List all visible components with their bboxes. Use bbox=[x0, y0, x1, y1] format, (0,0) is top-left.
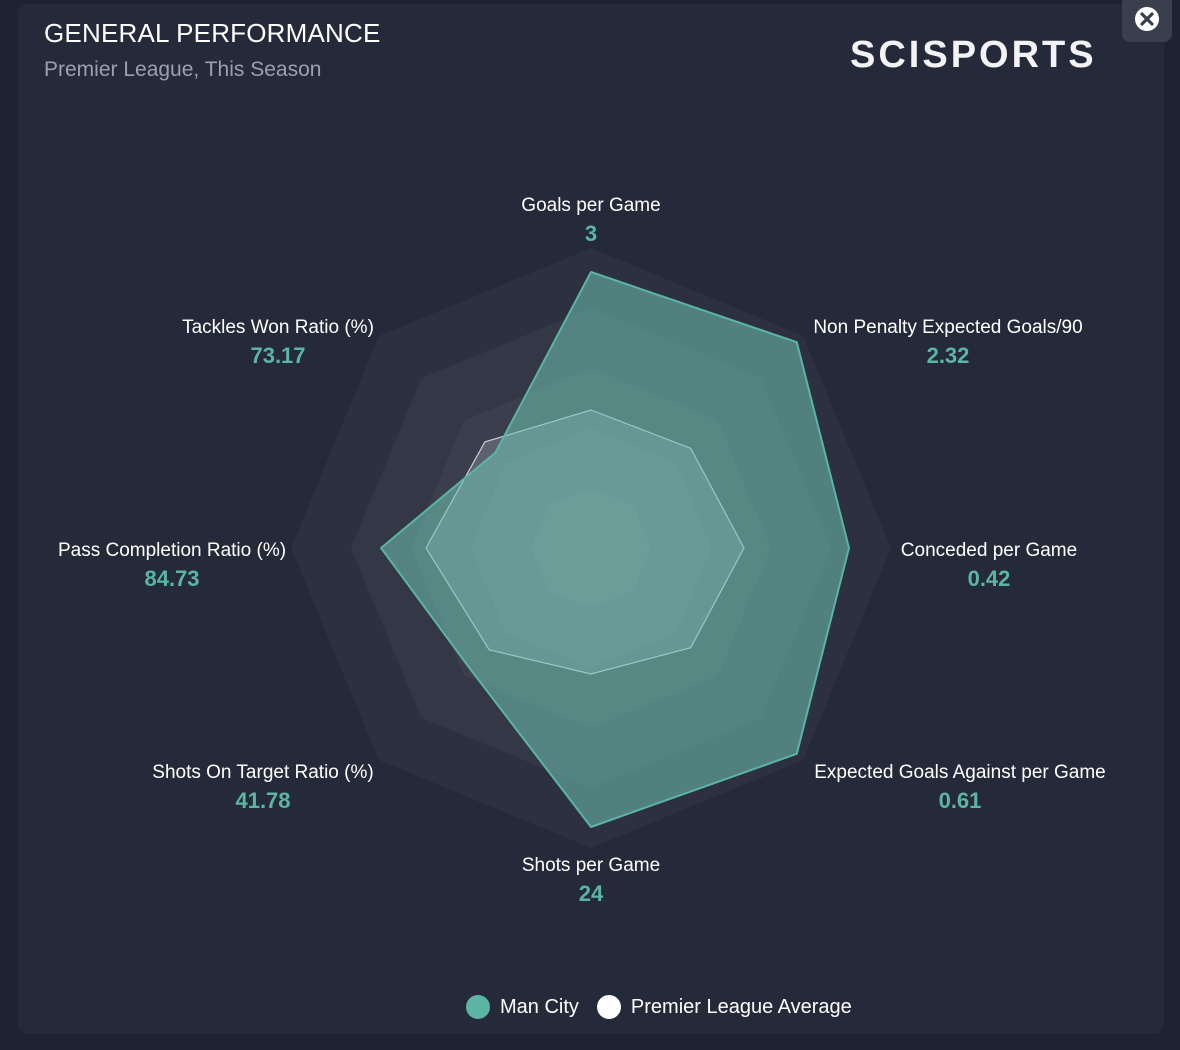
series-area-man-city bbox=[380, 271, 850, 828]
radar-series bbox=[380, 271, 850, 828]
axis-value-2: 0.42 bbox=[968, 566, 1011, 591]
axis-value-7: 73.17 bbox=[250, 343, 305, 368]
chart-subtitle: Premier League, This Season bbox=[44, 58, 322, 81]
legend-item-league-average[interactable]: Premier League Average bbox=[596, 995, 852, 1019]
axis-label-1: Non Penalty Expected Goals/90 bbox=[813, 317, 1082, 338]
axis-value-6: 84.73 bbox=[144, 566, 199, 591]
axis-value-1: 2.32 bbox=[927, 343, 970, 368]
radar-axis-labels: Goals per Game 3 Non Penalty Expected Goal… bbox=[58, 195, 1106, 906]
axis-value-5: 41.78 bbox=[235, 788, 290, 813]
axis-label-3: Expected Goals Against per Game bbox=[814, 762, 1106, 783]
legend-label-man-city: Man City bbox=[500, 995, 579, 1018]
axis-label-0: Goals per Game bbox=[521, 195, 660, 216]
legend-label-league-average: Premier League Average bbox=[630, 995, 852, 1018]
axis-value-0: 3 bbox=[585, 221, 597, 246]
axis-value-3: 0.61 bbox=[939, 788, 982, 813]
axis-label-5: Shots On Target Ratio (%) bbox=[152, 762, 373, 783]
close-icon bbox=[1135, 7, 1159, 31]
legend-swatch-man-city bbox=[466, 995, 490, 1019]
axis-label-4: Shots per Game bbox=[522, 855, 660, 876]
close-button[interactable] bbox=[1122, 0, 1172, 42]
scisports-logo: SCISPORTS bbox=[850, 34, 1097, 76]
axis-value-4: 24 bbox=[579, 881, 604, 906]
legend-item-man-city[interactable]: Man City bbox=[466, 995, 579, 1019]
chart-title: GENERAL PERFORMANCE bbox=[44, 18, 381, 48]
axis-label-2: Conceded per Game bbox=[901, 540, 1077, 561]
legend: Man City Premier League Average bbox=[466, 990, 852, 1024]
axis-label-7: Tackles Won Ratio (%) bbox=[182, 317, 374, 338]
legend-swatch-league-average bbox=[596, 995, 621, 1019]
axis-label-6: Pass Completion Ratio (%) bbox=[58, 540, 286, 561]
